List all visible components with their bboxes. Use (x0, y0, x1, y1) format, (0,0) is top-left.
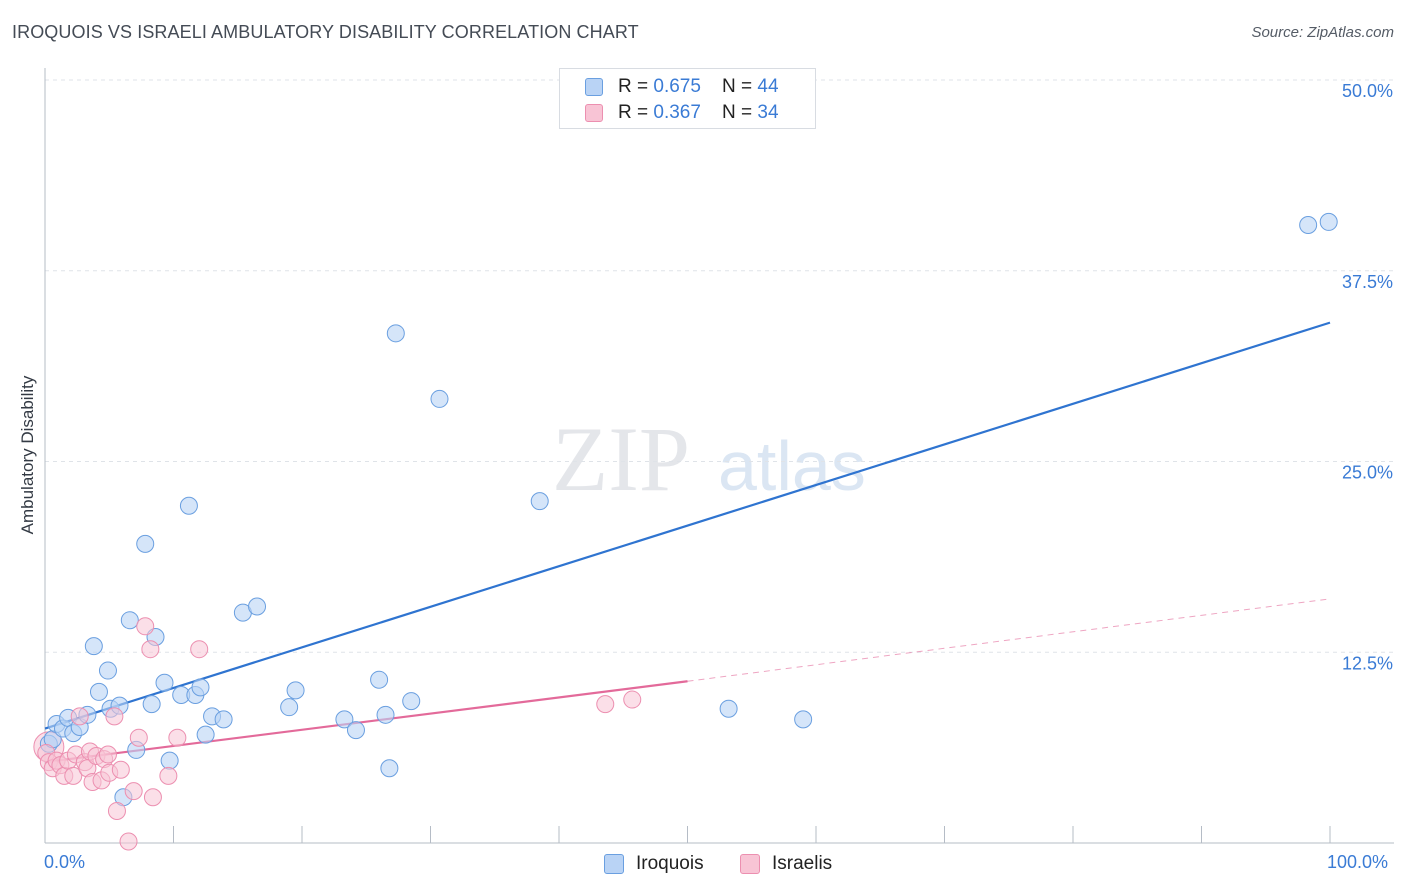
r-value: 0.367 (653, 102, 701, 123)
israelis-legend-swatch (585, 104, 603, 122)
israelis-point (136, 617, 155, 636)
n-label: N = (722, 102, 758, 123)
israelis-point (141, 640, 160, 659)
iroquois-point (430, 389, 449, 408)
israelis-point (124, 782, 143, 801)
iroquois-point (179, 496, 198, 515)
correlation-legend: R = 0.675 N = 44 R = 0.367 N = 34 (559, 68, 816, 129)
israelis-legend-text: R = 0.367 N = 34 (618, 102, 779, 124)
iroquois-point (191, 678, 210, 697)
iroquois-point (214, 710, 233, 729)
iroquois-label: Iroquois (636, 853, 704, 874)
iroquois-point (142, 695, 161, 714)
iroquois-point (380, 759, 399, 778)
iroquois-swatch (604, 854, 624, 874)
israelis-trend-line (44, 680, 688, 764)
iroquois-point (248, 597, 267, 616)
israelis-trend-extension (687, 598, 1331, 682)
iroquois-point (335, 710, 354, 729)
watermark: ZIP atlas (552, 408, 866, 510)
iroquois-point (370, 670, 389, 689)
iroquois-point (376, 705, 395, 724)
israelis-point (143, 788, 162, 807)
r-label: R = (618, 102, 654, 123)
iroquois-trend-line (44, 321, 1331, 730)
israelis-swatch (740, 854, 760, 874)
israelis-point (98, 745, 117, 764)
israelis-point (105, 707, 124, 726)
n-value: 34 (757, 102, 779, 123)
israelis-point (70, 707, 89, 726)
israelis-point (107, 801, 126, 820)
israelis-point (168, 728, 187, 747)
r-label: R = (618, 76, 654, 97)
israelis-point (190, 640, 209, 659)
source-label: Source: ZipAtlas.com (1251, 24, 1394, 41)
legend-item-iroquois: Iroquois (604, 852, 704, 876)
iroquois-point (280, 698, 299, 717)
x-tick-label-min: 0.0% (44, 852, 86, 872)
iroquois-point (794, 710, 813, 729)
iroquois-legend-swatch (585, 78, 603, 96)
y-tick-label: 25.0% (1342, 463, 1393, 483)
n-value: 44 (757, 76, 779, 97)
israelis-point (111, 760, 130, 779)
iroquois-point (719, 699, 738, 718)
iroquois-point (1299, 215, 1318, 234)
x-tick-label-max: 100.0% (1327, 852, 1389, 872)
y-tick-label: 12.5% (1342, 653, 1393, 673)
chart-title: IROQUOIS VS ISRAELI AMBULATORY DISABILIT… (12, 22, 639, 42)
iroquois-point (89, 682, 108, 701)
israelis-point (119, 832, 138, 851)
iroquois-point (136, 534, 155, 553)
israelis-point (129, 728, 148, 747)
israelis-point (596, 695, 615, 714)
iroquois-point (98, 661, 117, 680)
iroquois-point (530, 492, 549, 511)
y-tick-label: 37.5% (1342, 272, 1393, 292)
israelis-point (159, 766, 178, 785)
iroquois-point (402, 692, 421, 711)
israelis-label: Israelis (772, 853, 833, 874)
iroquois-point (84, 637, 103, 656)
iroquois-point (155, 673, 174, 692)
iroquois-legend-text: R = 0.675 N = 44 (618, 76, 779, 98)
israelis-point (64, 766, 83, 785)
israelis-point (623, 690, 642, 709)
iroquois-point (386, 324, 405, 343)
n-label: N = (722, 76, 758, 97)
iroquois-point (120, 611, 139, 630)
watermark-zip: ZIP (552, 408, 690, 510)
iroquois-point (346, 721, 365, 740)
iroquois-point (1319, 212, 1338, 231)
iroquois-point (160, 751, 179, 770)
r-value: 0.675 (653, 76, 701, 97)
iroquois-point (286, 681, 305, 700)
legend-item-israelis: Israelis (740, 852, 832, 876)
iroquois-point (196, 725, 215, 744)
y-tick-label: 50.0% (1342, 81, 1393, 101)
